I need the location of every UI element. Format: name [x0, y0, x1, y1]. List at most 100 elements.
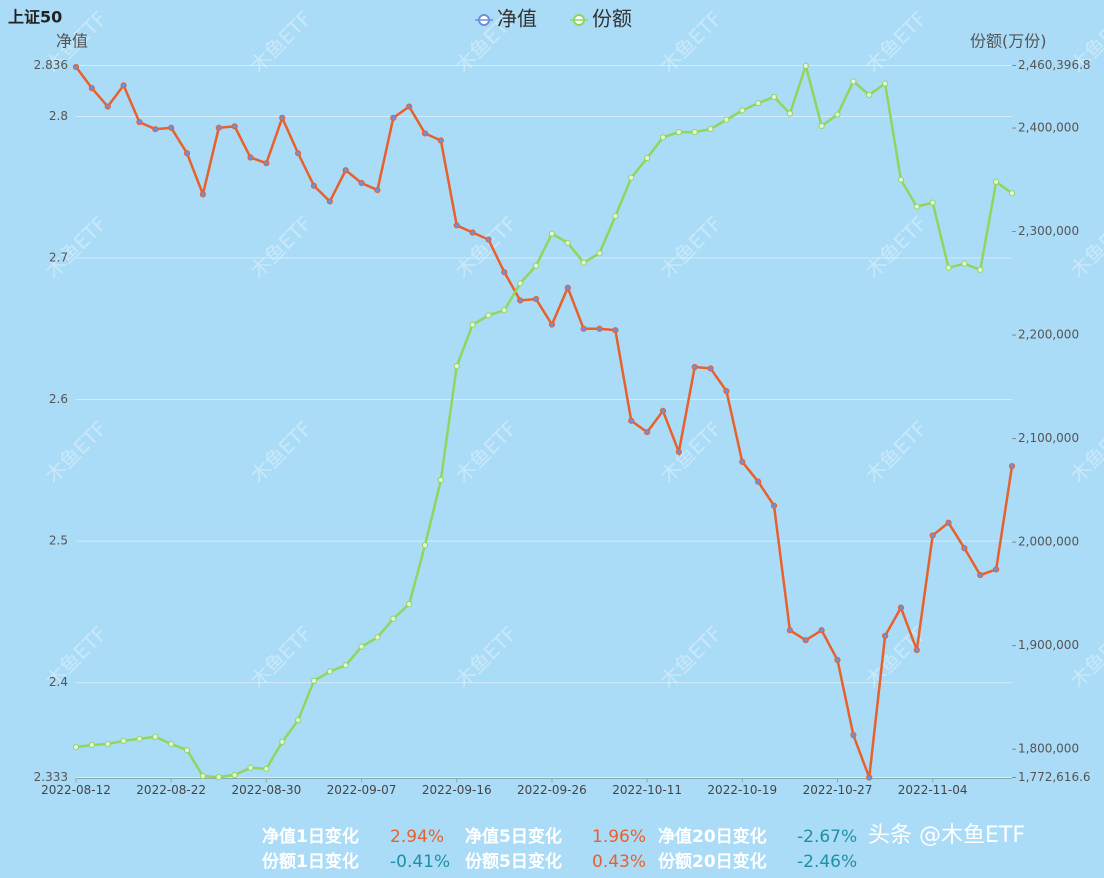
y2-tick-label: 2,460,396.8	[1018, 58, 1091, 72]
data-point	[977, 571, 984, 579]
legend-label: 净值	[497, 7, 537, 31]
data-point	[437, 476, 444, 484]
x-tick-label: 2022-08-22	[136, 783, 206, 797]
data-point	[1008, 462, 1016, 470]
stat-label: 份额5日变化	[465, 851, 562, 872]
data-point	[628, 174, 635, 181]
data-point	[755, 100, 762, 107]
data-point	[866, 91, 873, 98]
x-tick-label: 2022-08-30	[231, 783, 301, 797]
data-point	[421, 542, 429, 549]
data-point	[628, 417, 635, 424]
data-point	[501, 307, 508, 314]
data-point	[152, 126, 159, 133]
data-point	[199, 772, 207, 780]
data-point	[786, 627, 793, 634]
data-point	[374, 634, 381, 641]
data-point	[485, 236, 492, 243]
data-point	[596, 250, 603, 257]
data-point	[469, 229, 476, 236]
data-point	[168, 124, 175, 131]
data-point	[548, 321, 556, 328]
data-point	[263, 160, 270, 167]
data-point	[929, 532, 936, 539]
data-point	[326, 668, 333, 675]
data-point	[691, 129, 698, 136]
stat-label: 份额1日变化	[262, 851, 359, 872]
data-point	[183, 747, 191, 754]
data-point	[913, 647, 920, 654]
data-point	[532, 262, 540, 269]
y2-tick-label: 2,400,000	[1018, 121, 1079, 135]
credit: 头条 @木鱼ETF	[868, 823, 1025, 848]
x-tick-label: 2022-09-16	[422, 783, 492, 797]
data-point	[104, 740, 111, 748]
stat-value: 0.43%	[592, 852, 646, 872]
data-point	[755, 478, 762, 485]
data-point	[279, 738, 286, 746]
y2-tick-label: 1,772,616.6	[1018, 770, 1091, 784]
data-point	[532, 295, 540, 303]
data-point	[310, 677, 318, 684]
x-tick-label: 2022-10-19	[707, 783, 777, 797]
data-point	[564, 284, 571, 291]
data-point	[659, 134, 667, 141]
data-point	[802, 637, 809, 644]
data-point	[739, 107, 746, 114]
data-point	[295, 150, 302, 157]
data-point	[469, 321, 476, 328]
data-point	[136, 119, 143, 126]
y2-tick-label: 2,000,000	[1018, 535, 1079, 549]
x-tick-label: 2022-08-12	[41, 783, 111, 797]
data-point	[818, 122, 825, 130]
y2-axis-label: 份额(万份)	[970, 32, 1047, 51]
data-point	[72, 63, 80, 71]
x-tick-label: 2022-09-26	[517, 783, 587, 797]
y2-tick-label: 2,300,000	[1018, 224, 1079, 238]
y2-tick-label: 2,200,000	[1018, 328, 1079, 342]
data-point	[215, 774, 222, 781]
data-point	[897, 604, 905, 611]
data-point	[358, 179, 365, 187]
data-point	[723, 387, 730, 395]
stat-label: 份额20日变化	[658, 851, 767, 872]
data-point	[596, 325, 603, 332]
data-point	[437, 137, 444, 144]
data-point	[850, 731, 857, 739]
data-point	[390, 114, 397, 121]
data-point	[104, 103, 111, 110]
x-tick-label: 2022-10-11	[612, 783, 682, 797]
y-tick-label: 2.6	[49, 392, 68, 406]
stat-label: 净值20日变化	[658, 826, 767, 847]
data-point	[168, 740, 175, 748]
data-point	[548, 230, 556, 237]
data-point	[881, 80, 889, 87]
data-point	[707, 125, 714, 133]
data-point	[501, 269, 508, 276]
y2-tick-label: 1,900,000	[1018, 638, 1079, 652]
data-point	[612, 327, 619, 334]
data-point	[247, 154, 254, 161]
data-point	[120, 737, 127, 744]
data-point	[961, 260, 968, 267]
data-point	[834, 656, 841, 664]
data-point	[390, 615, 397, 622]
data-point	[215, 124, 222, 131]
data-point	[326, 198, 333, 205]
data-point	[818, 627, 825, 634]
data-point	[263, 765, 270, 772]
x-tick-label: 2022-09-07	[327, 783, 397, 797]
data-point	[977, 266, 984, 273]
data-point	[342, 662, 349, 669]
y-tick-label: 2.7	[49, 251, 68, 265]
data-point	[406, 601, 413, 608]
stat-label: 净值1日变化	[262, 826, 359, 847]
data-point	[88, 741, 95, 749]
legend-label: 份额	[592, 7, 632, 31]
data-point	[675, 448, 682, 456]
data-point	[802, 62, 809, 70]
data-point	[485, 312, 492, 319]
data-point	[247, 764, 254, 771]
data-point	[406, 103, 413, 110]
